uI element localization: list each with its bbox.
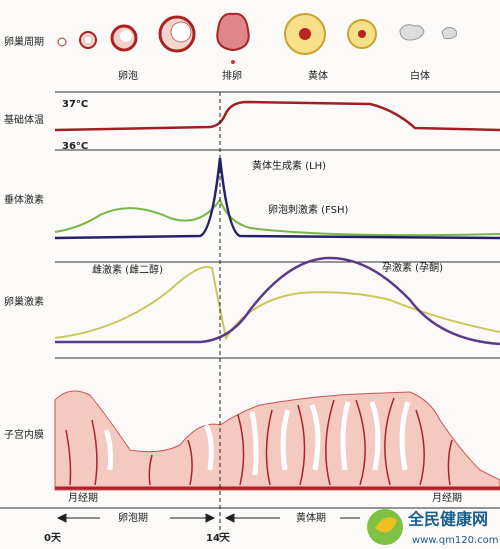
row-label: 子宫内膜 [4,428,44,441]
watermark-url: www.qm120.com [412,535,499,546]
progesterone-curve [55,256,500,346]
menses-label: 月经期 [68,491,98,504]
fsh-curve [54,197,500,237]
ovary-stage: 黄体 [308,69,328,82]
menses-label: 月经期 [432,491,462,504]
ovary-icons [57,12,457,64]
estrogen-curve [54,266,500,341]
fsh-label: 卵泡刺激素 (FSH) [268,203,349,216]
row-label: 基础体温 [4,113,44,126]
estrogen-label: 雌激素 (雌二醇) [92,263,163,276]
phase-label: 黄体期 [296,511,326,524]
row-separators [0,91,500,509]
temp-label: 36°C [62,141,88,152]
watermark-name: 全民健康网 [407,510,488,529]
progesterone-label: 孕激素 (孕酮) [382,261,443,274]
row-label: 卵巢周期 [4,35,44,48]
endometrium [54,390,500,491]
temperature-curve [54,100,500,132]
day-label: 0天 [44,532,62,544]
row-label: 垂体激素 [4,193,44,206]
temp-label: 37°C [62,99,88,110]
phase-label: 卵泡期 [118,511,148,524]
timeline-arrows [56,513,360,523]
row-label: 卵巢激素 [4,295,44,308]
ovary-stage: 排卵 [222,69,242,82]
day-label: 14天 [206,532,231,544]
ovary-stage: 卵泡 [118,69,138,82]
watermark: 全民健康网 www.qm120.com [367,509,499,546]
ovary-stage: 白体 [410,69,430,82]
lh-label: 黄体生成素 (LH) [252,159,326,172]
